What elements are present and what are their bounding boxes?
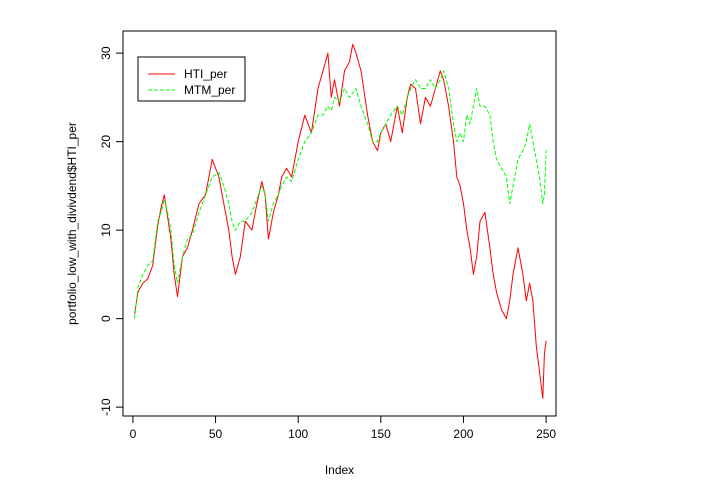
series-line-hti-per xyxy=(134,43,547,399)
x-axis: 0 50 100 150 200 250 xyxy=(130,415,556,441)
series-line-mtm-per xyxy=(134,70,547,319)
y-tick-label: -10 xyxy=(99,398,113,416)
y-tick-label: 20 xyxy=(99,135,113,149)
x-axis-label: Index xyxy=(325,463,354,477)
x-tick-label: 50 xyxy=(209,427,223,441)
legend-label: MTM_per xyxy=(184,83,235,97)
series-layer xyxy=(134,43,547,399)
x-tick-label: 250 xyxy=(536,427,556,441)
legend-box xyxy=(137,56,246,102)
x-tick-label: 200 xyxy=(453,427,473,441)
y-tick-label: 30 xyxy=(99,46,113,60)
x-tick-label: 0 xyxy=(130,427,137,441)
legend-label: HTI_per xyxy=(184,67,227,81)
y-axis: -10 0 10 20 30 xyxy=(99,46,124,416)
y-tick-label: 10 xyxy=(99,223,113,237)
legend: HTI_per MTM_per xyxy=(137,56,246,102)
y-axis-label: portfolio_low_with_divivdend$HTI_per xyxy=(65,122,79,325)
x-tick-label: 150 xyxy=(371,427,391,441)
y-tick-label: 0 xyxy=(99,315,113,322)
x-tick-label: 100 xyxy=(288,427,308,441)
